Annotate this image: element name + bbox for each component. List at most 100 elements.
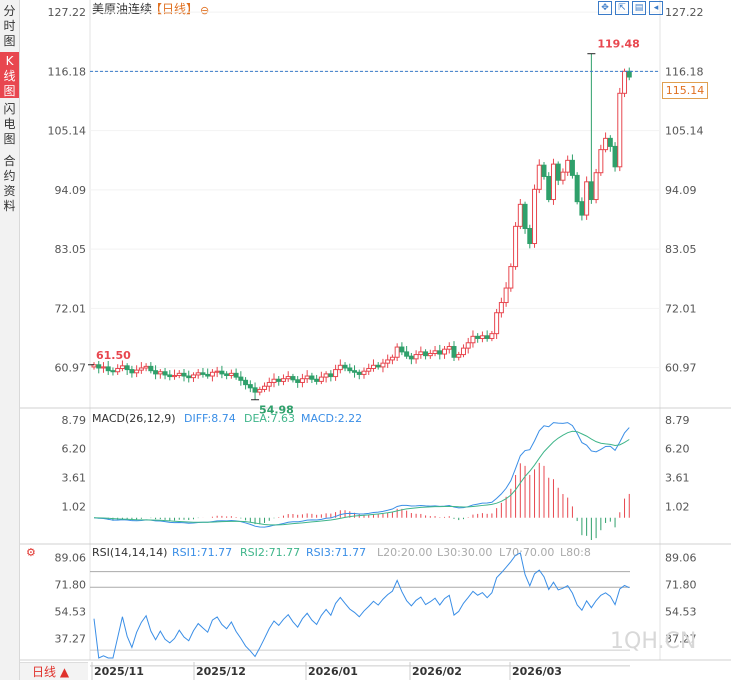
candle xyxy=(532,188,538,245)
candle xyxy=(385,359,391,364)
macd-tick-right: 3.61 xyxy=(665,472,690,485)
candle xyxy=(560,171,566,181)
candle xyxy=(96,364,102,369)
candle xyxy=(162,371,168,376)
candle xyxy=(285,376,291,380)
settings-icon: ⚙ xyxy=(26,546,36,559)
y-tick-left: 60.97 xyxy=(55,362,87,375)
candle xyxy=(342,364,348,369)
rsi-tick-right: 54.53 xyxy=(665,606,697,619)
candle xyxy=(484,335,490,339)
candle xyxy=(266,381,272,387)
macd-legend-diff: DIFF:8.74 xyxy=(184,412,236,425)
candle xyxy=(394,346,400,358)
candle xyxy=(517,203,523,227)
candle xyxy=(115,368,121,373)
candle xyxy=(574,174,580,203)
candle xyxy=(503,287,509,304)
y-tick-left: 127.22 xyxy=(48,6,87,19)
candle xyxy=(437,350,443,355)
candle xyxy=(110,370,116,373)
candle xyxy=(181,372,187,377)
candle xyxy=(228,372,234,376)
candle xyxy=(479,335,485,339)
y-tick-right: 60.97 xyxy=(665,362,697,375)
high-label: 119.48 xyxy=(597,38,639,51)
candle xyxy=(432,350,438,354)
candle xyxy=(375,364,381,368)
candle xyxy=(209,371,215,377)
candle xyxy=(603,137,609,151)
y-tick-left: 116.18 xyxy=(48,65,87,78)
candle xyxy=(427,352,433,357)
candle xyxy=(408,355,414,360)
candle xyxy=(413,354,419,360)
candle xyxy=(190,374,196,379)
y-tick-right: 94.09 xyxy=(665,184,697,197)
chart-settings-icon[interactable]: ▤ xyxy=(632,1,646,15)
candle xyxy=(134,369,140,374)
macd-tick-left: 6.20 xyxy=(62,443,87,456)
chart-title: 美原油连续 xyxy=(92,1,152,16)
tab-contract-info[interactable]: 合约资料 xyxy=(3,154,16,213)
watermark: 1QH.CN xyxy=(610,629,696,654)
rsi-tick-left: 54.53 xyxy=(55,606,87,619)
candle xyxy=(276,378,282,382)
y-tick-left: 105.14 xyxy=(48,125,87,138)
candle xyxy=(299,378,305,383)
back-icon[interactable]: ◂ xyxy=(649,1,663,15)
candle xyxy=(451,346,457,358)
start-label: 61.50 xyxy=(96,349,131,362)
candle xyxy=(257,388,263,393)
candle xyxy=(238,376,244,381)
candle xyxy=(612,145,618,168)
fullscreen-icon[interactable]: ✥ xyxy=(598,1,612,15)
candle xyxy=(304,375,310,380)
candle xyxy=(593,172,599,201)
macd-tick-left: 8.79 xyxy=(62,414,87,427)
candle xyxy=(167,374,173,378)
candle xyxy=(333,369,339,378)
period-button[interactable]: 日线 ▲ xyxy=(20,662,88,680)
candle xyxy=(290,376,296,381)
rsi-legend-label: RSI(14,14,14) xyxy=(92,546,167,559)
candle xyxy=(418,351,424,356)
candle xyxy=(442,348,448,355)
expand-icon[interactable]: ⇱ xyxy=(615,1,629,15)
candle xyxy=(588,181,594,201)
rsi-legend-l30: L30:30.00 xyxy=(437,546,492,559)
candle xyxy=(124,365,130,371)
x-tick: 2026/02 xyxy=(412,665,462,678)
candle xyxy=(309,375,315,380)
candle xyxy=(370,364,376,370)
rsi-legend-l70: L70:70.00 xyxy=(499,546,554,559)
tab-time-share[interactable]: 分时图 xyxy=(3,4,16,48)
candle xyxy=(626,70,632,78)
candle xyxy=(100,366,106,369)
tab-kline[interactable]: K线图 xyxy=(0,52,19,98)
candle xyxy=(584,181,590,216)
y-tick-right: 83.05 xyxy=(665,243,697,256)
candle xyxy=(489,333,495,339)
rsi-tick-left: 89.06 xyxy=(55,551,87,564)
candle xyxy=(555,163,561,181)
candle xyxy=(153,370,159,375)
candle xyxy=(598,149,604,174)
candle xyxy=(129,369,135,374)
y-tick-right: 105.14 xyxy=(665,125,704,138)
rsi-tick-left: 37.27 xyxy=(55,633,87,646)
candle xyxy=(494,312,500,335)
macd-legend-value: MACD:2.22 xyxy=(301,412,362,425)
candle xyxy=(157,371,163,375)
candle xyxy=(214,370,220,373)
candle xyxy=(224,373,230,376)
candle xyxy=(546,175,552,201)
rsi-legend-l20: L20:20.00 xyxy=(377,546,432,559)
candle xyxy=(347,367,353,372)
y-tick-left: 83.05 xyxy=(55,243,87,256)
tab-flash[interactable]: 闪电图 xyxy=(3,102,16,146)
candle xyxy=(508,266,514,289)
candle xyxy=(456,354,462,358)
candle xyxy=(522,203,528,229)
